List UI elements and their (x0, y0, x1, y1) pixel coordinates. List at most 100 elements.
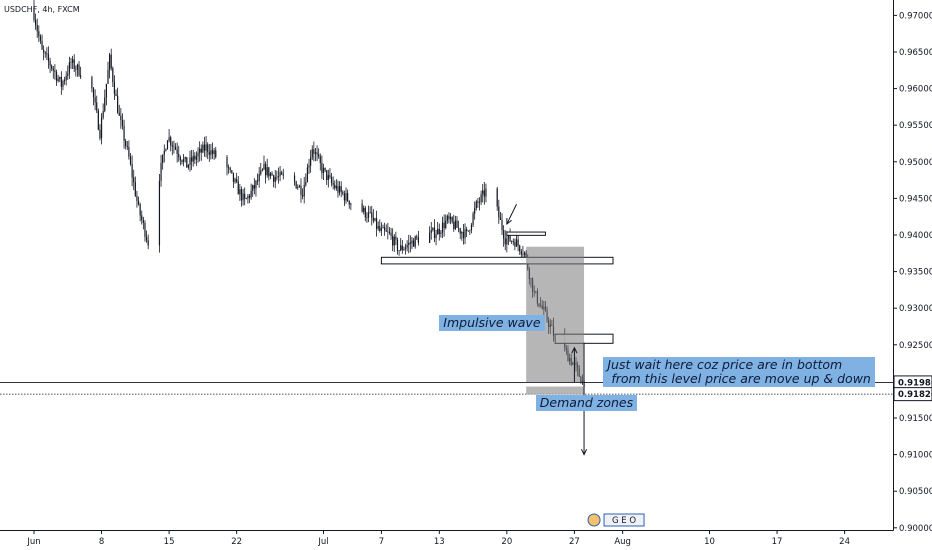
candle-body (110, 54, 112, 69)
candle-body (78, 64, 80, 76)
candle-body (68, 62, 70, 74)
candle-body (506, 238, 508, 245)
candle-body (472, 213, 474, 225)
time-tick-label: 15 (164, 537, 175, 547)
candle-body (350, 203, 352, 205)
candle-body (173, 146, 175, 148)
candle-body (113, 82, 116, 94)
candle-body (441, 222, 444, 233)
candle-body (100, 117, 103, 139)
candle-body (364, 207, 366, 218)
candle-body (393, 236, 395, 246)
candle-body (76, 64, 79, 70)
candle-body (141, 215, 143, 221)
candle-body (49, 60, 51, 66)
candle-body (247, 195, 249, 199)
price-axis[interactable]: 0.97000 0.96500 0.96000 0.95500 0.95000 0.945… (893, 0, 932, 534)
candle-body (388, 231, 391, 233)
badge-label: G E O (612, 516, 636, 526)
candle-body (92, 88, 95, 98)
candle-body (125, 140, 127, 146)
candle-body (432, 227, 434, 230)
candle-body (133, 177, 135, 183)
candle-body (306, 167, 309, 183)
candle-body (456, 220, 458, 228)
candle-body (326, 170, 328, 180)
candle-body (202, 144, 204, 153)
candle-body (400, 245, 402, 251)
candle-body (136, 195, 138, 201)
candle-body (120, 115, 122, 121)
wait-note[interactable]: Just wait here coz price are in bottom f… (603, 357, 875, 388)
candle-body (461, 232, 463, 234)
candle-body (369, 212, 371, 213)
candle-body (165, 149, 167, 151)
candle-body (263, 163, 265, 170)
candle-body (379, 226, 381, 231)
candle-body (348, 200, 350, 205)
candle-body (512, 241, 514, 243)
candle-body (187, 164, 189, 168)
badge-icon (587, 513, 601, 527)
candle-body (168, 137, 170, 141)
candle-body (245, 198, 247, 200)
candle-body (338, 186, 341, 193)
candle-body (70, 62, 72, 63)
candle-body (433, 227, 436, 238)
demand-zones-label[interactable]: Demand zones (535, 395, 638, 412)
impulsive-wave-label[interactable]: Impulsive wave (439, 314, 545, 331)
candle-body (514, 242, 516, 247)
candle-body (409, 242, 411, 244)
candle-body (443, 222, 445, 229)
candle-body (200, 148, 202, 153)
candle-body (97, 110, 99, 130)
candle-body (147, 240, 149, 246)
price-tick-label: 0.92500 (899, 341, 932, 351)
candle-body (337, 185, 339, 193)
candle-body (36, 25, 38, 32)
candle-body (197, 152, 199, 157)
candle-body (43, 49, 45, 53)
candle-body (499, 217, 502, 220)
candle-body (273, 175, 275, 182)
candle-body (266, 167, 268, 176)
candle-body (314, 152, 317, 154)
candle-body (411, 240, 413, 244)
candle-body (380, 228, 382, 231)
candle-body (75, 68, 77, 70)
drawings-layer[interactable]: G E O (380, 204, 645, 527)
candle-body (298, 185, 300, 188)
candle-body (237, 181, 239, 195)
candle-body (131, 164, 133, 178)
candle-body (384, 227, 386, 231)
candle-body (158, 180, 161, 246)
candle-body (324, 167, 326, 171)
candle-body (281, 172, 283, 175)
candle-body (144, 222, 146, 237)
demand-zone (526, 386, 585, 395)
candle-body (33, 6, 35, 21)
candle-body (343, 193, 346, 201)
price-tick-label: 0.90000 (899, 524, 932, 534)
candle-body (301, 195, 304, 197)
candle-body (459, 228, 461, 234)
candle-body (134, 182, 136, 196)
time-tick-label: Jun (26, 537, 40, 547)
candle-body (228, 167, 230, 169)
candle-body (139, 204, 141, 216)
candle-body (377, 226, 379, 229)
candle-body (253, 185, 255, 189)
candle-body (108, 54, 111, 70)
candle-body (118, 112, 120, 116)
candle-body (308, 165, 310, 168)
arrow-head (571, 346, 578, 354)
candle-body (208, 152, 210, 155)
candle-body (105, 83, 107, 98)
candle-body (145, 236, 148, 241)
candle-body (475, 201, 477, 209)
candle-body (449, 217, 452, 220)
time-tick-label: 8 (99, 537, 104, 547)
price-tick-label: 0.95000 (899, 158, 932, 168)
time-axis[interactable]: Jun 8 15 22 Jul 7 13 20 27 Aug 10 17 24 (0, 530, 894, 547)
